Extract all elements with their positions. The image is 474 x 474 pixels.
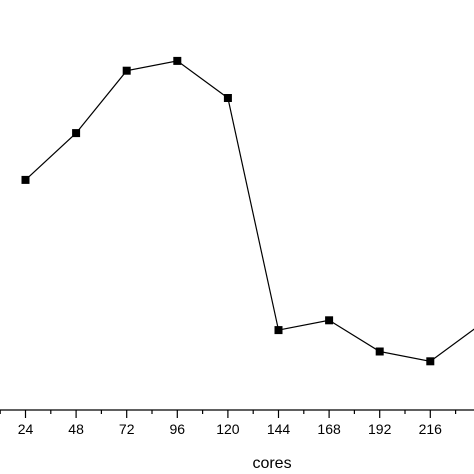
x-axis-title: cores	[252, 455, 291, 472]
x-tick-label: 144	[267, 421, 291, 437]
x-tick-label: 96	[170, 421, 186, 437]
x-tick-label: 192	[368, 421, 392, 437]
x-tick-label: 120	[216, 421, 240, 437]
data-point	[325, 316, 334, 325]
x-tick-label: 48	[68, 421, 84, 437]
x-tick-label: 24	[18, 421, 34, 437]
data-point	[173, 56, 182, 65]
data-point	[375, 347, 384, 356]
data-point	[426, 357, 435, 366]
data-markers	[21, 56, 435, 366]
data-point	[223, 94, 232, 102]
data-point	[122, 66, 131, 75]
data-point	[21, 175, 30, 184]
x-tick-label: 216	[419, 421, 443, 437]
x-tick-label: 72	[119, 421, 135, 437]
data-point	[72, 129, 81, 138]
series-line	[25, 60, 474, 362]
plot-area	[25, 60, 474, 362]
x-tick-label: 168	[317, 421, 341, 437]
data-point	[274, 326, 283, 335]
x-axis: 244872961201441681922162	[0, 409, 474, 437]
